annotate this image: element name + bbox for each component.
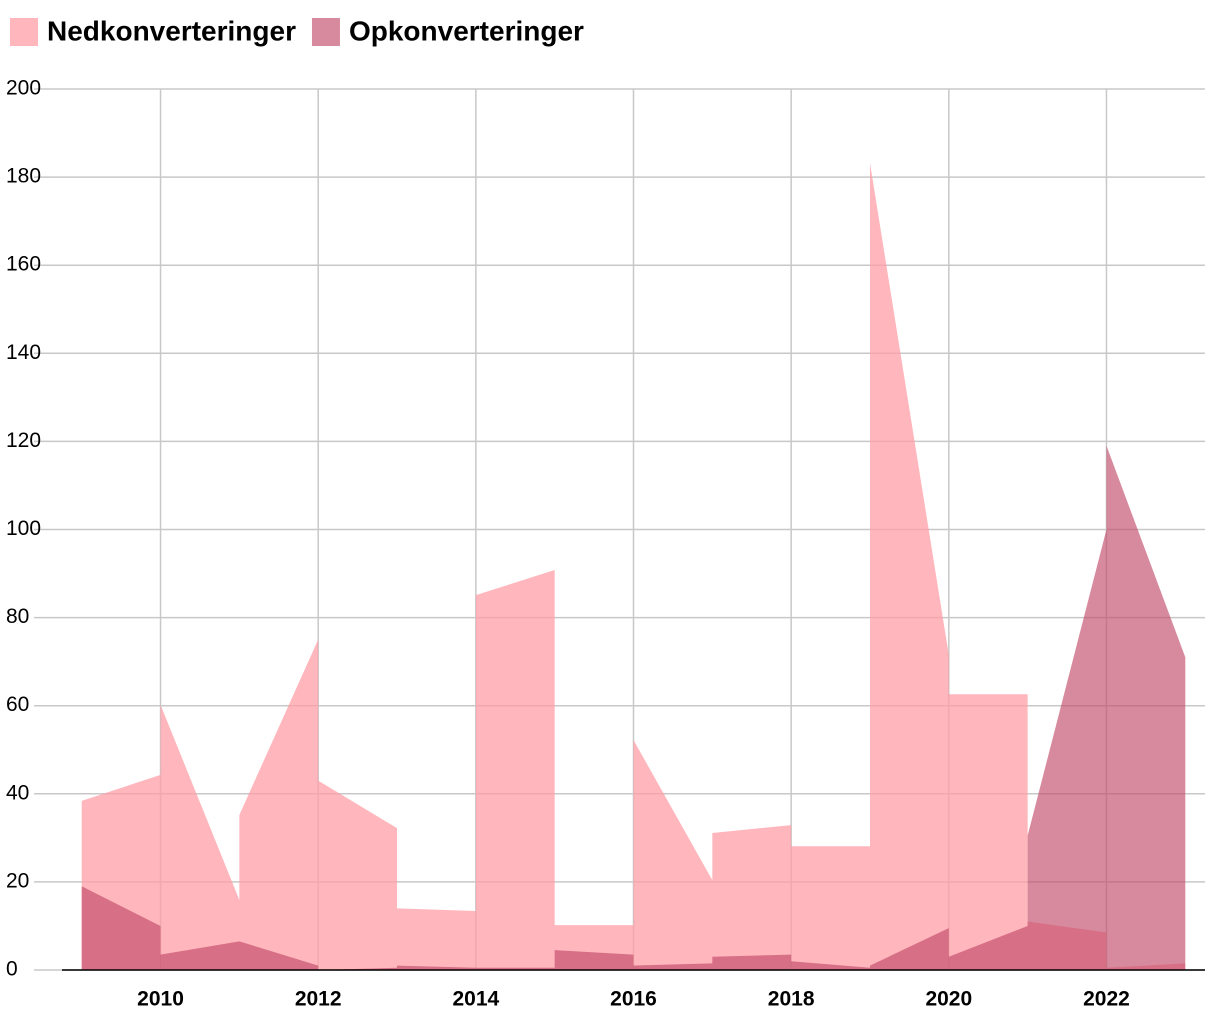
area xyxy=(81,163,1186,970)
x-tick-label: 2016 xyxy=(610,988,657,1011)
x-tick-label: 2014 xyxy=(452,988,499,1011)
y-tick-label: 100 xyxy=(6,517,41,540)
y-tick-label: 180 xyxy=(6,165,41,188)
x-tick-label: 2010 xyxy=(137,988,184,1011)
legend-label: Opkonverteringer xyxy=(349,15,584,46)
y-tick-label: 0 xyxy=(6,958,18,981)
x-tick-label: 2020 xyxy=(925,988,972,1011)
y-tick-label: 40 xyxy=(6,781,29,804)
x-tick-label: 2012 xyxy=(295,988,342,1011)
y-tick-label: 160 xyxy=(6,253,41,276)
x-tick-label: 2018 xyxy=(768,988,815,1011)
y-tick-label: 200 xyxy=(6,77,41,100)
legend-label: Nedkonverteringer xyxy=(47,15,296,46)
x-tick-label: 2022 xyxy=(1083,988,1130,1011)
y-tick-label: 140 xyxy=(6,341,41,364)
legend-swatch xyxy=(311,18,340,46)
y-tick-label: 80 xyxy=(6,605,29,628)
y-tick-label: 20 xyxy=(6,869,29,892)
y-tick-label: 120 xyxy=(6,429,41,452)
area xyxy=(81,445,1186,970)
legend-swatch xyxy=(10,18,38,46)
y-tick-label: 60 xyxy=(6,693,29,716)
